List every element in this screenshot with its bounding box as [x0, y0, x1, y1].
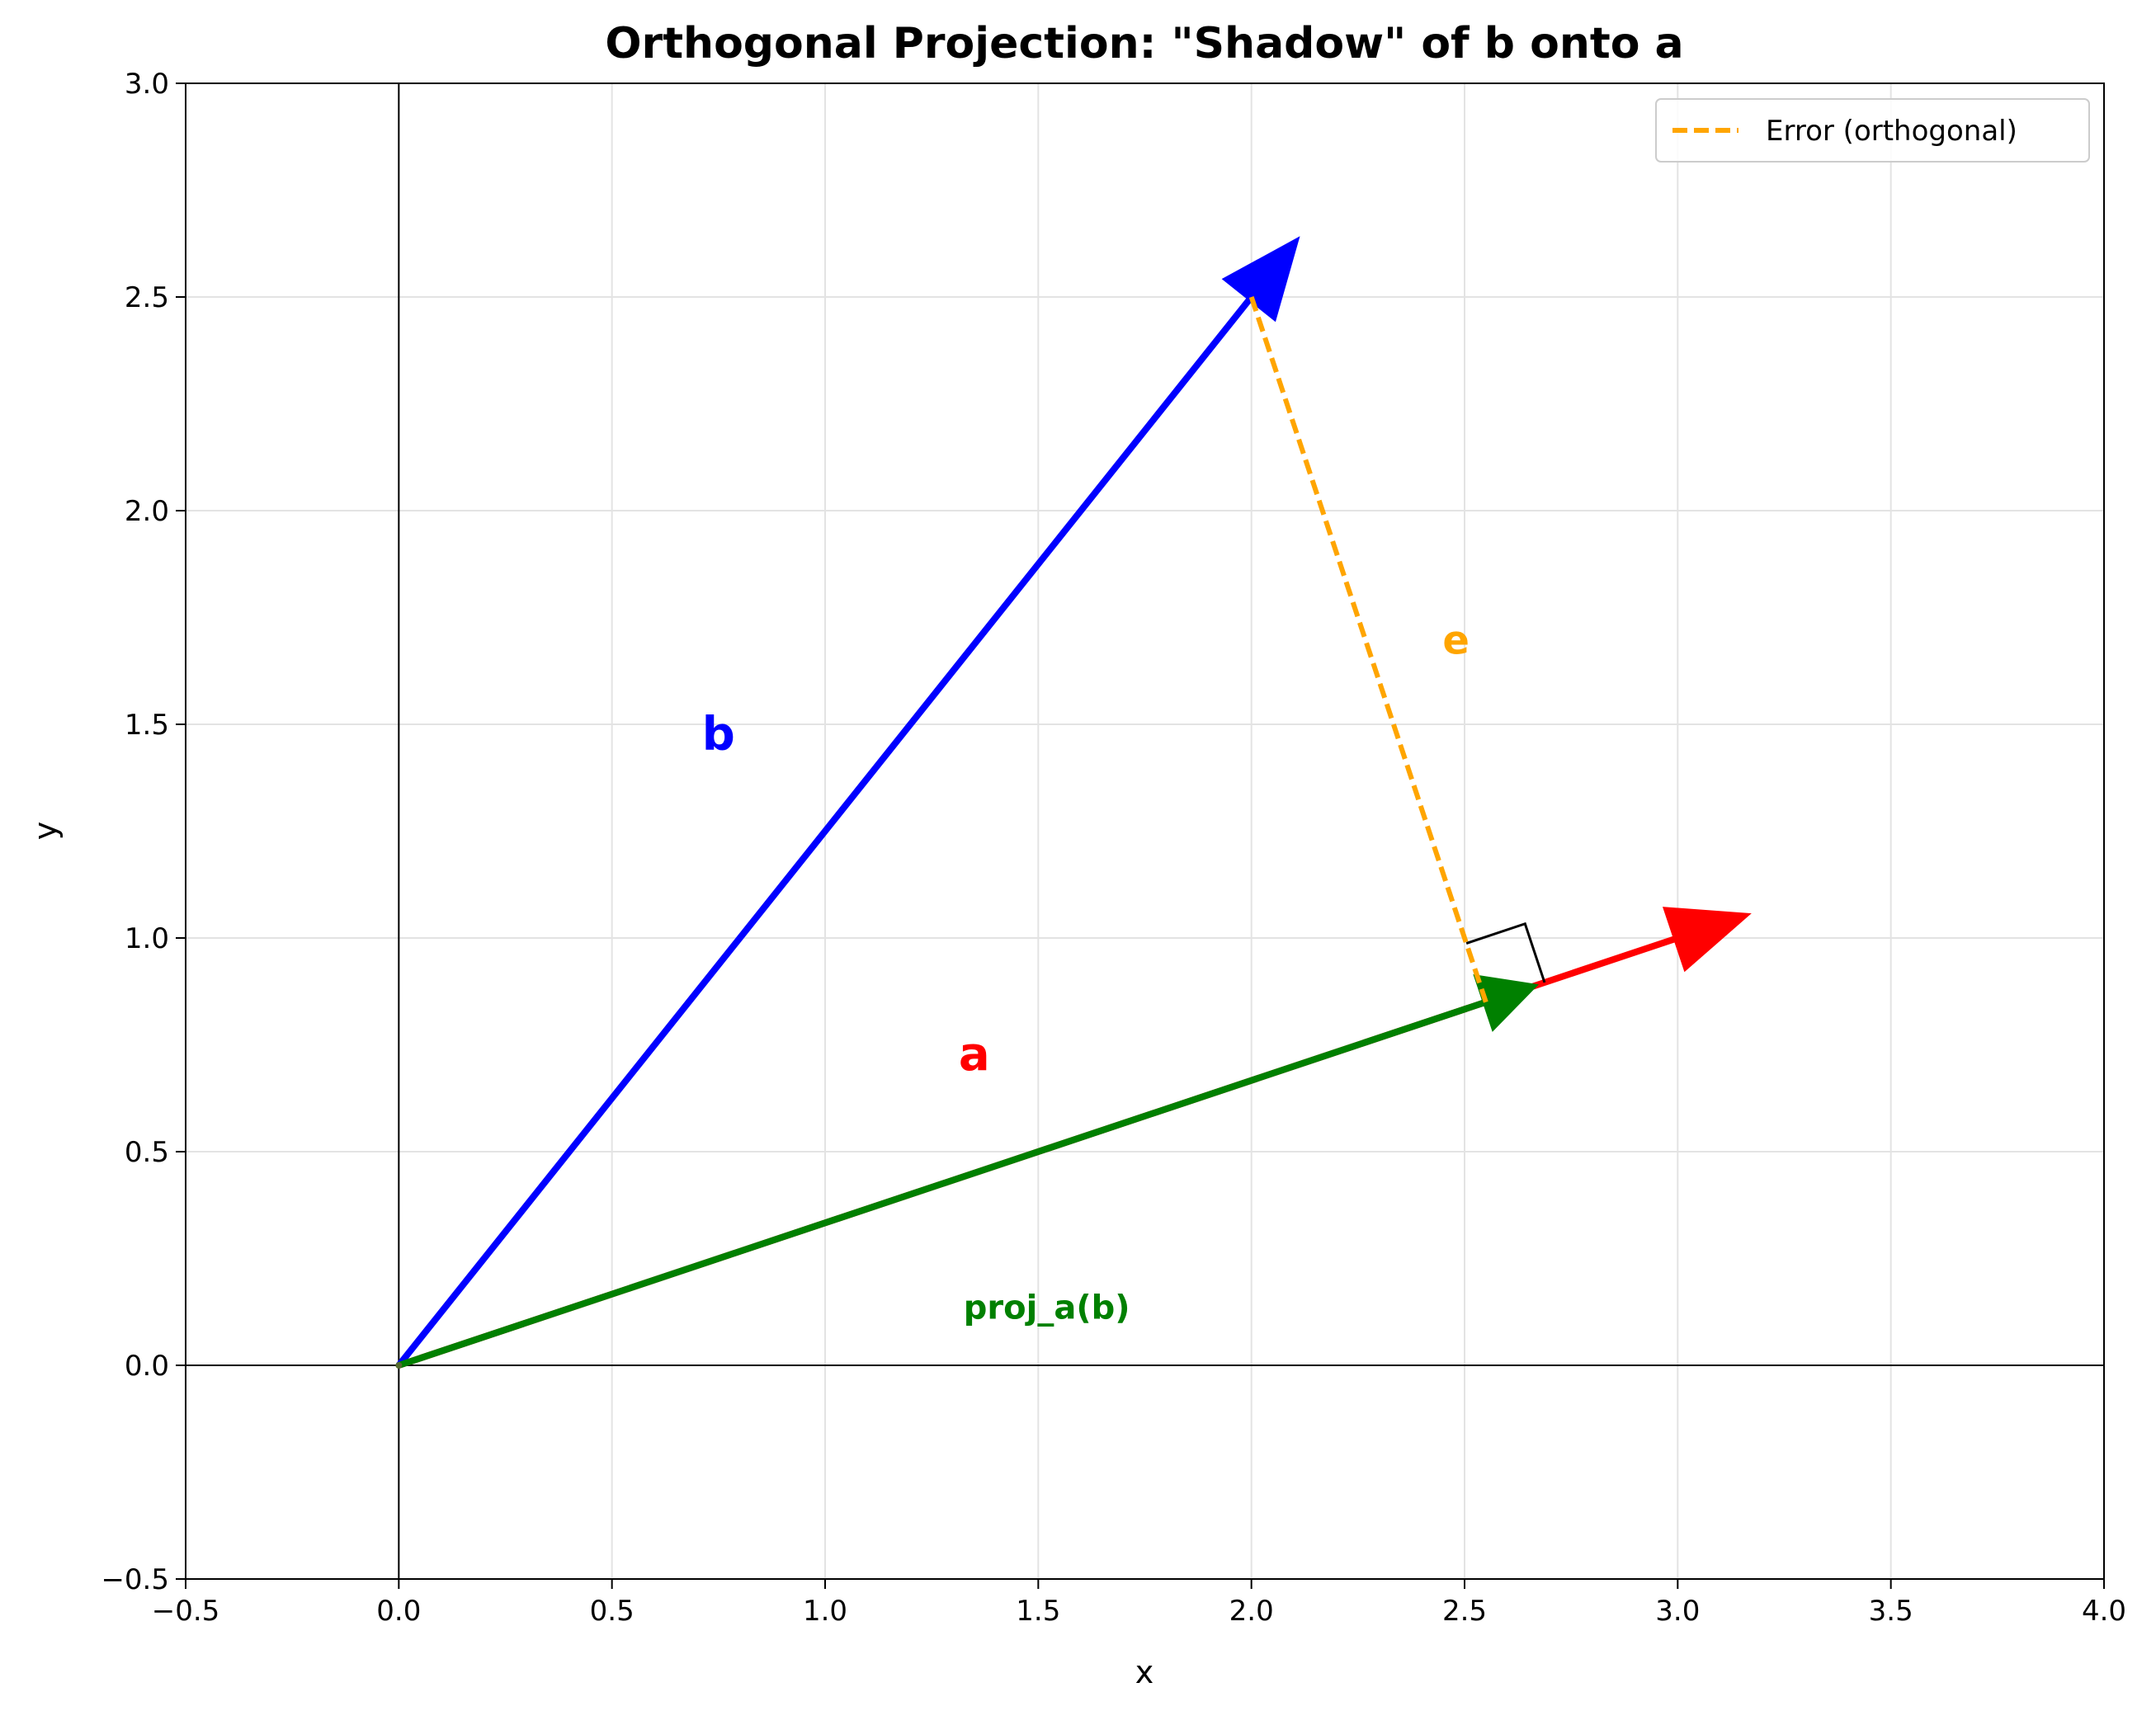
vector-b-head — [1221, 236, 1300, 323]
vector-a-head — [1662, 907, 1752, 973]
y-tick-label-7: 3.0 — [125, 68, 169, 101]
x-tick-label-1: 0.0 — [376, 1595, 421, 1628]
vectors — [395, 236, 1752, 1369]
y-tick-label-0: −0.5 — [101, 1563, 169, 1596]
chart-title: Orthogonal Projection: "Shadow" of b ont… — [605, 19, 1683, 68]
y-tick-label-6: 2.5 — [125, 281, 169, 314]
y-tick-label-3: 1.0 — [125, 922, 169, 955]
error-line — [1248, 296, 1488, 1003]
x-tick-label-4: 1.5 — [1016, 1595, 1060, 1628]
origin-point — [395, 1362, 403, 1369]
plot-frame — [185, 82, 2105, 1580]
annotations: b a proj_a(b) e — [702, 618, 1470, 1327]
annotation-b: b — [702, 708, 735, 761]
x-tick-label-0: −0.5 — [152, 1595, 220, 1628]
y-tick-label-1: 0.0 — [125, 1350, 169, 1383]
vector-proj-shaft — [398, 998, 1488, 1369]
axis-ticks: −0.5 0.0 0.5 1.0 1.5 2.0 2.5 3.0 3.5 4.0 −0.5 0.0 0.… — [101, 68, 2126, 1628]
y-tick-label-5: 2.0 — [125, 495, 169, 528]
legend-box — [1655, 98, 2090, 163]
y-tick-label-4: 1.5 — [125, 709, 169, 742]
annotation-e: e — [1442, 618, 1470, 664]
vector-proj-head — [1473, 974, 1539, 1032]
x-axis-label: x — [1135, 1654, 1154, 1690]
vector-b — [396, 236, 1300, 1368]
x-tick-label-7: 3.0 — [1655, 1595, 1700, 1628]
annotation-proj-a-b: proj_a(b) — [964, 1289, 1130, 1327]
y-axis-label: y — [27, 822, 64, 841]
vector-proj — [398, 974, 1539, 1369]
annotation-a: a — [959, 1028, 990, 1082]
zero-axis-lines — [186, 83, 2104, 1579]
x-tick-label-3: 1.0 — [803, 1595, 847, 1628]
x-tick-label-9: 4.0 — [2082, 1595, 2126, 1628]
y-tick-label-2: 0.5 — [125, 1136, 169, 1169]
legend: Error (orthogonal) — [1655, 98, 2090, 163]
vector-b-shaft — [396, 295, 1254, 1368]
right-angle-marker — [1465, 921, 1546, 983]
x-tick-label-8: 3.5 — [1869, 1595, 1913, 1628]
legend-label-error: Error (orthogonal) — [1766, 115, 2017, 148]
x-tick-label-2: 0.5 — [590, 1595, 635, 1628]
x-tick-label-6: 2.5 — [1442, 1595, 1487, 1628]
x-tick-label-5: 2.0 — [1229, 1595, 1274, 1628]
